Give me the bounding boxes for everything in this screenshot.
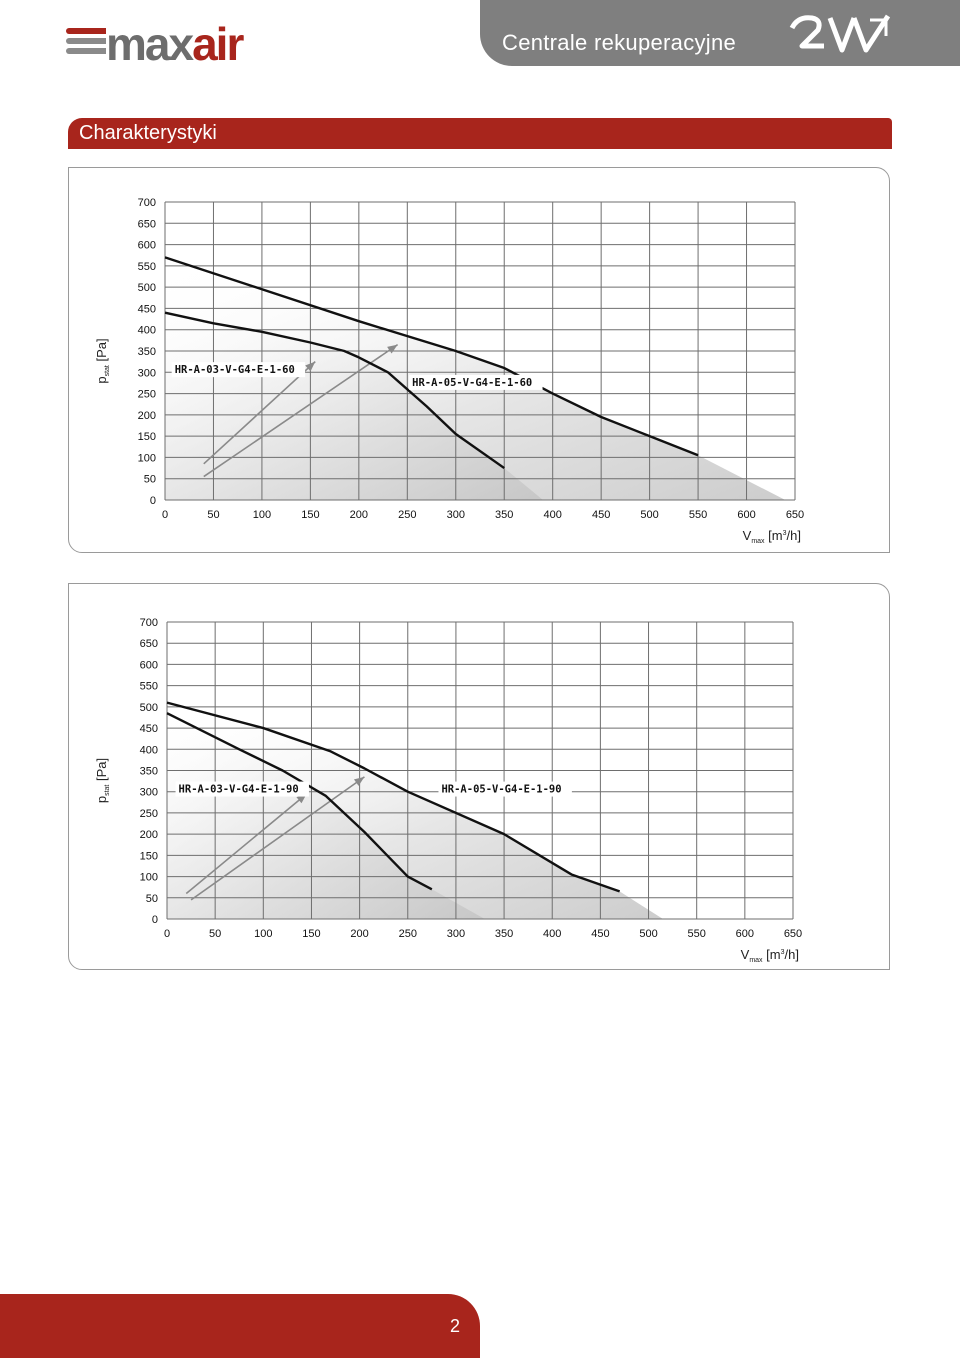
arrow-line-1	[203, 361, 316, 465]
maxair-logo: maxair	[66, 18, 266, 70]
series-label: HR-A-05-V-G4-E-1-90	[441, 784, 561, 796]
series-line-HR-A-05-V-G4-E-1-60	[164, 256, 699, 457]
x-tick-label: 500	[640, 509, 658, 521]
x-tick-label: 250	[398, 509, 416, 521]
y-tick-label: 500	[138, 282, 156, 294]
x-tick-label: 0	[164, 928, 170, 940]
y-tick-label: 650	[140, 638, 158, 650]
y-tick-label: 350	[138, 346, 156, 358]
y-tick-label: 50	[146, 893, 158, 905]
x-tick-label: 200	[350, 509, 368, 521]
series-line-HR-A-05-V-G4-E-1-90	[166, 701, 621, 893]
section-header: Charakterystyki	[68, 118, 892, 149]
arrow-line-2	[203, 343, 399, 478]
fill-area-1	[165, 312, 543, 500]
x-tick-label: 300	[447, 509, 465, 521]
x-tick-label: 600	[737, 509, 755, 521]
y-tick-label: 150	[138, 431, 156, 443]
y-tick-label: 600	[138, 240, 156, 252]
x-tick-label: 650	[784, 928, 802, 940]
x-tick-label: 350	[495, 509, 513, 521]
arrow-head-1	[305, 361, 316, 372]
arrow-head-2	[353, 776, 365, 786]
x-tick-label: 350	[495, 928, 513, 940]
brand-2vv-logo	[789, 14, 891, 53]
y-tick-label: 700	[138, 197, 156, 209]
x-tick-label: 450	[592, 509, 610, 521]
y-tick-label: 350	[140, 766, 158, 778]
page-title: Centrale rekuperacyjne	[502, 30, 737, 55]
footer-bar: 2	[0, 1294, 480, 1358]
y-tick-label: 300	[140, 787, 158, 799]
fan-curve-chart-60: 0 50 100 150 200 250 300 350 400 450 500 550 600 6507…	[94, 197, 804, 545]
y-tick-label: 450	[140, 723, 158, 735]
y-axis-label: pstat [Pa]	[94, 338, 111, 383]
y-tick-label: 700	[140, 617, 158, 629]
series-line-HR-A-03-V-G4-E-1-60	[164, 311, 505, 470]
x-tick-label: 200	[350, 928, 368, 940]
x-tick-label: 500	[639, 928, 657, 940]
x-axis-label: Vmax [m3/h]	[741, 947, 799, 964]
x-axis-label: Vmax [m3/h]	[743, 528, 801, 545]
header-bar: Centrale rekuperacyjne	[480, 0, 960, 66]
logo-wordmark: maxair	[106, 18, 244, 70]
y-tick-label: 100	[138, 452, 156, 464]
x-tick-label: 100	[254, 928, 272, 940]
x-tick-label: 550	[689, 509, 707, 521]
fill-area-1	[167, 713, 485, 919]
y-tick-label: 250	[138, 389, 156, 401]
y-tick-label: 200	[140, 829, 158, 841]
y-tick-label: 50	[144, 474, 156, 486]
fan-curve-chart-90: 0 50 100 150 200 250 300 350 400 450 500 550 600 6507…	[94, 617, 802, 964]
chart-panel-1: 0 50 100 150 200 250 300 350 400 450 500 550 600 650 7…	[68, 167, 890, 553]
x-tick-label: 650	[786, 509, 804, 521]
series-label: HR-A-03-V-G4-E-1-60	[175, 364, 295, 376]
x-tick-label: 300	[447, 928, 465, 940]
x-tick-label: 150	[302, 928, 320, 940]
series-label-bg	[175, 781, 309, 797]
series-label-bg	[438, 781, 572, 797]
y-tick-label: 550	[140, 681, 158, 693]
y-tick-label: 400	[140, 744, 158, 756]
y-tick-label: 400	[138, 325, 156, 337]
page-number: 2	[450, 1316, 461, 1336]
y-tick-label: 300	[138, 367, 156, 379]
x-tick-label: 50	[207, 509, 219, 521]
x-tick-label: 550	[688, 928, 706, 940]
x-tick-label: 150	[301, 509, 319, 521]
chart-panel-2: 0 50 100 150 200 250 300 350 400 450 500 550 600 650 7…	[68, 583, 890, 970]
x-tick-label: 400	[544, 509, 562, 521]
y-tick-label: 0	[152, 914, 158, 926]
logo-stripes-icon	[66, 28, 106, 60]
y-tick-label: 150	[140, 850, 158, 862]
y-tick-label: 450	[138, 303, 156, 315]
y-tick-label: 200	[138, 410, 156, 422]
x-tick-label: 0	[162, 509, 168, 521]
series-label: HR-A-05-V-G4-E-1-60	[412, 377, 532, 389]
series-line-HR-A-03-V-G4-E-1-90	[166, 712, 433, 891]
series-label-bg	[171, 362, 306, 378]
y-tick-label: 100	[140, 872, 158, 884]
x-tick-label: 100	[253, 509, 271, 521]
x-tick-label: 600	[736, 928, 754, 940]
y-axis-label: pstat [Pa]	[94, 758, 111, 803]
section-title: Charakterystyki	[79, 122, 217, 144]
y-tick-label: 0	[150, 495, 156, 507]
x-tick-label: 250	[399, 928, 417, 940]
y-tick-label: 500	[140, 702, 158, 714]
arrow-line-1	[185, 793, 308, 895]
x-tick-label: 50	[209, 928, 221, 940]
y-tick-label: 550	[138, 261, 156, 273]
x-tick-label: 450	[591, 928, 609, 940]
y-tick-label: 600	[140, 659, 158, 671]
y-tick-label: 650	[138, 218, 156, 230]
series-label: HR-A-03-V-G4-E-1-90	[179, 784, 299, 796]
arrow-head-2	[387, 344, 398, 354]
y-tick-label: 250	[140, 808, 158, 820]
arrow-line-2	[190, 776, 365, 901]
x-tick-label: 400	[543, 928, 561, 940]
series-label-bg	[409, 374, 543, 390]
